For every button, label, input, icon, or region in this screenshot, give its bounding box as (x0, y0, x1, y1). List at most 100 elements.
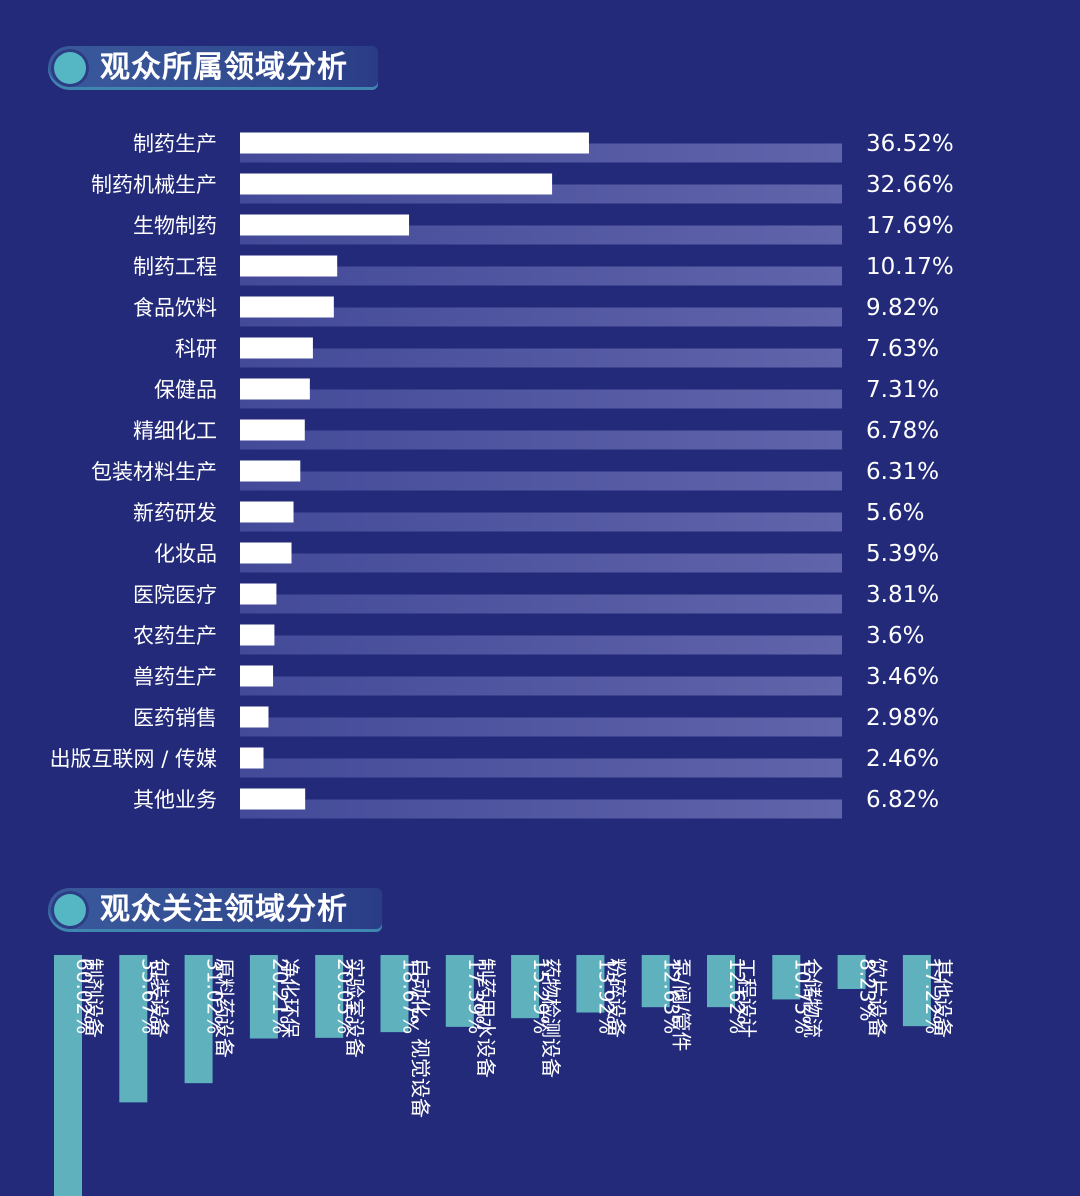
bar (445, 955, 474, 1027)
bar (240, 583, 277, 605)
bar-track (240, 717, 842, 737)
category-label: 包装材料生产 (91, 460, 217, 484)
category-label: 泵/阀/管件 (670, 958, 694, 1051)
category-label: 药物检测设备 (539, 958, 563, 1078)
category-label: 自动化、视觉设备 (409, 958, 433, 1118)
value-label: 13.92% (594, 958, 618, 1034)
category-label: 原料药设备 (213, 958, 237, 1058)
bar-track (240, 799, 842, 819)
category-label: 食品饮料 (133, 296, 217, 320)
bar (249, 955, 278, 1039)
value-label: 32.66% (866, 172, 954, 198)
category-label: 其他设备 (931, 958, 955, 1038)
bar (54, 955, 82, 1196)
affiliation-bar-chart: 制药生产 36.52% 制药机械生产 32.66% 生物制药 17.69% 制药工程 10.1… (50, 131, 954, 819)
bar (240, 460, 301, 482)
bar-track (240, 307, 842, 327)
bar (837, 955, 866, 990)
value-label: 17.39% (464, 958, 488, 1034)
circle-bullet-icon (54, 894, 86, 926)
category-label: 包装设备 (147, 958, 171, 1038)
bar (641, 955, 670, 1008)
bar (240, 624, 275, 646)
bar-track (240, 635, 842, 655)
value-label: 20.05% (333, 958, 357, 1034)
value-label: 35.67% (137, 958, 161, 1034)
category-label: 兽药生产 (133, 665, 217, 689)
value-label: 17.69% (866, 213, 954, 239)
category-label: 其他业务 (133, 788, 217, 812)
circle-bullet-icon (54, 52, 86, 84)
category-label: 新药研发 (133, 501, 217, 525)
bar (240, 747, 264, 769)
bar (902, 955, 931, 1027)
bar-track (240, 758, 842, 778)
bar (240, 337, 313, 359)
section-title-interest: 观众关注领域分析 (100, 892, 348, 927)
header-pill (48, 46, 378, 90)
bar (240, 665, 274, 687)
category-label: 净化环保 (278, 958, 302, 1038)
category-label: 科研 (175, 337, 217, 361)
value-label: 9.82% (866, 295, 939, 321)
bar-track (240, 676, 842, 696)
value-label: 31.02% (203, 958, 227, 1034)
category-label: 实验室设备 (343, 958, 367, 1058)
value-label: 12.63% (660, 958, 684, 1034)
bar (511, 955, 540, 1019)
value-label: 17.22% (921, 958, 945, 1034)
bar-track (240, 471, 842, 491)
section-title-affiliation: 观众所属领域分析 (100, 50, 348, 85)
value-label: 15.29% (529, 958, 553, 1034)
bar-track (240, 430, 842, 450)
bar (772, 955, 801, 1000)
interest-bar-chart: 60.02%制剂设备 35.67%包装设备 31.02%原料药设备 20.21%净化环… (54, 955, 955, 1196)
bar (240, 173, 553, 195)
value-label: 5.39% (866, 541, 939, 567)
bar (119, 955, 148, 1103)
category-label: 制药机械生产 (91, 173, 217, 197)
category-label: 医院医疗 (133, 583, 217, 607)
bar (380, 955, 409, 1033)
category-label: 医药销售 (133, 706, 217, 730)
bar (315, 955, 344, 1038)
category-label: 工程设计 (735, 958, 759, 1038)
value-label: 6.78% (866, 418, 939, 444)
value-label: 8.23% (856, 958, 880, 1022)
bar-track (240, 348, 842, 368)
value-label: 3.81% (866, 582, 939, 608)
bar (240, 419, 305, 441)
value-label: 2.98% (866, 705, 939, 731)
bar-track (240, 512, 842, 532)
value-label: 20.21% (268, 958, 292, 1034)
bar-track (240, 266, 842, 286)
category-label: 仓储物流 (800, 958, 824, 1038)
category-label: 农药生产 (133, 624, 217, 648)
category-label: 生物制药 (133, 214, 217, 238)
category-label: 制药工程 (133, 255, 217, 279)
category-label: 保健品 (154, 378, 217, 402)
category-label: 制药生产 (133, 132, 217, 156)
category-label: 制药用水设备 (474, 958, 498, 1078)
value-label: 10.17% (866, 254, 954, 280)
value-label: 10.75% (790, 958, 814, 1034)
value-label: 6.82% (866, 787, 939, 813)
value-label: 18.67% (399, 958, 423, 1034)
value-label: 3.46% (866, 664, 939, 690)
value-label: 7.63% (866, 336, 939, 362)
category-label: 出版互联网 / 传媒 (50, 747, 217, 771)
category-label: 饮片设备 (866, 958, 890, 1038)
bar (184, 955, 213, 1084)
bar (240, 788, 306, 810)
value-label: 36.52% (866, 131, 954, 157)
value-label: 6.31% (866, 459, 939, 485)
bar-track (240, 389, 842, 409)
bar (240, 542, 292, 564)
bar (240, 255, 338, 277)
bar-track (240, 553, 842, 573)
value-label: 2.46% (866, 746, 939, 772)
bar (240, 378, 310, 400)
value-label: 7.31% (866, 377, 939, 403)
bar (240, 501, 294, 523)
